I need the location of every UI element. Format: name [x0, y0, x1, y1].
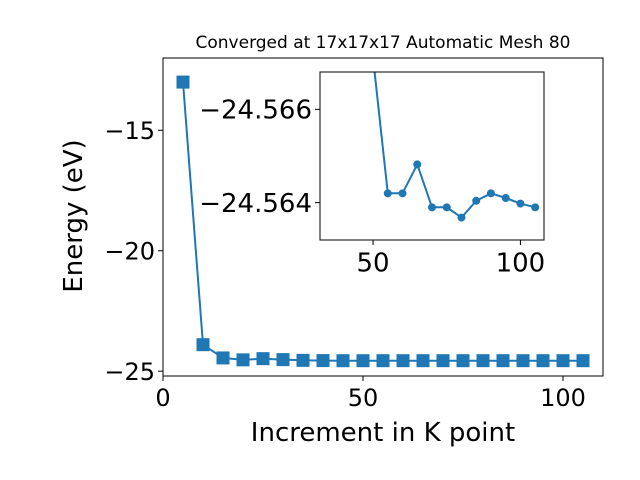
inset-background: [320, 72, 544, 240]
main-data-point: [276, 353, 290, 367]
main-series-group: [176, 75, 590, 368]
inset-data-point: [398, 189, 407, 198]
x-axis-label: Increment in K point: [251, 418, 515, 448]
main-data-point: [176, 75, 190, 89]
inset-plot-area: 50 100 −24.566 −24.564: [199, 71, 546, 279]
main-data-point: [376, 354, 390, 368]
inset-x-tick-label: 100: [496, 249, 546, 279]
inset-y-tick-label: −24.566: [199, 96, 312, 126]
main-data-point: [196, 338, 210, 352]
main-data-point: [316, 354, 330, 368]
main-x-tick-label: 0: [155, 384, 170, 412]
main-data-point: [236, 353, 250, 367]
inset-data-point: [501, 194, 510, 202]
main-x-tick-label: 50: [348, 384, 379, 412]
chart-title: Converged at 17x17x17 Automatic Mesh 80: [196, 33, 571, 53]
main-axes: Converged at 17x17x17 Automatic Mesh 80 …: [59, 33, 604, 448]
main-data-point: [436, 354, 450, 368]
inset-data-point: [472, 196, 481, 205]
main-data-point: [216, 351, 230, 365]
inset-data-point: [486, 189, 495, 198]
inset-axes-frame: [319, 71, 545, 241]
inset-data-point: [442, 203, 451, 212]
main-data-point: [336, 354, 350, 368]
main-y-tick-label: −15: [104, 117, 155, 145]
inset-data-point: [428, 203, 436, 212]
main-plot-area: 0 50 100 −15 −20 −25: [104, 57, 604, 412]
main-data-point: [256, 352, 270, 366]
main-data-point: [416, 354, 430, 368]
main-data-point: [576, 354, 590, 368]
main-data-point: [356, 354, 370, 368]
inset-y-tick-label: −24.564: [199, 189, 312, 219]
main-y-tick-label: −25: [104, 358, 155, 386]
main-axes-frame: [162, 57, 604, 377]
inset-data-point: [457, 213, 466, 222]
main-data-point: [536, 354, 550, 368]
y-axis-label: Energy (eV): [59, 139, 89, 292]
main-data-point: [476, 354, 490, 368]
main-data-point: [556, 354, 570, 368]
main-data-point: [396, 354, 410, 368]
inset-data-point: [383, 189, 392, 198]
inset-series-group: [373, 72, 540, 222]
main-y-tick-label: −20: [104, 237, 155, 265]
inset-axes: 50 100 −24.566 −24.564: [199, 71, 546, 279]
inset-x-tick-label: 50: [357, 249, 390, 279]
main-x-tick-label: 100: [540, 384, 586, 412]
inset-data-point: [516, 199, 525, 208]
inset-data-point: [413, 160, 422, 169]
main-data-point: [516, 354, 530, 368]
main-data-point: [496, 354, 510, 368]
main-data-point: [456, 354, 470, 368]
main-data-point: [296, 353, 310, 367]
inset-data-point: [531, 203, 540, 212]
